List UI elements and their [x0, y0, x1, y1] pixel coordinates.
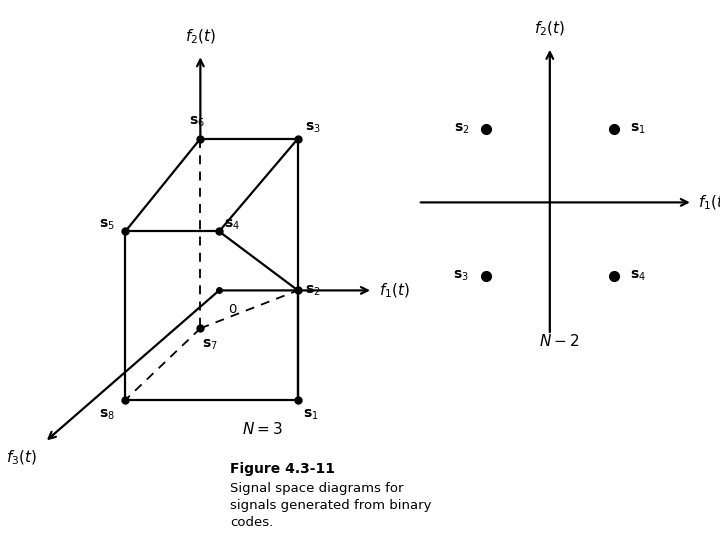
Text: $f_2(t)$: $f_2(t)$ — [534, 19, 565, 38]
Text: $\mathbf{s}_{3}$: $\mathbf{s}_{3}$ — [454, 268, 469, 283]
Text: $\mathbf{s}_{4}$: $\mathbf{s}_{4}$ — [224, 218, 240, 232]
Text: 0: 0 — [228, 303, 237, 316]
Text: signals generated from binary: signals generated from binary — [230, 499, 432, 512]
Text: Signal space diagrams for: Signal space diagrams for — [230, 482, 404, 495]
Text: $\mathbf{s}_{4}$: $\mathbf{s}_{4}$ — [631, 268, 647, 283]
Text: $\mathbf{s}_{1}$: $\mathbf{s}_{1}$ — [303, 408, 319, 422]
Text: codes.: codes. — [230, 516, 274, 529]
Text: $f_1(t)$: $f_1(t)$ — [379, 281, 410, 300]
Text: $\mathbf{s}_{3}$: $\mathbf{s}_{3}$ — [305, 121, 321, 136]
Text: $f_2(t)$: $f_2(t)$ — [185, 28, 216, 46]
Text: $\mathbf{s}_{2}$: $\mathbf{s}_{2}$ — [305, 283, 320, 298]
Text: $\mathbf{s}_{8}$: $\mathbf{s}_{8}$ — [99, 408, 114, 422]
Text: $N-2$: $N-2$ — [539, 333, 579, 349]
Text: $N=3$: $N=3$ — [242, 421, 282, 437]
Text: $\mathbf{s}_{1}$: $\mathbf{s}_{1}$ — [631, 122, 646, 137]
Text: $\mathbf{s}_{5}$: $\mathbf{s}_{5}$ — [99, 218, 114, 232]
Text: $f_1(t)$: $f_1(t)$ — [698, 193, 720, 212]
Text: $f_3(t)$: $f_3(t)$ — [6, 448, 37, 467]
Text: Figure 4.3-11: Figure 4.3-11 — [230, 462, 336, 476]
Text: $\mathbf{s}_{7}$: $\mathbf{s}_{7}$ — [202, 338, 217, 353]
Text: $\mathbf{s}_{2}$: $\mathbf{s}_{2}$ — [454, 122, 469, 137]
Text: $\mathbf{s}_{6}$: $\mathbf{s}_{6}$ — [189, 114, 204, 129]
